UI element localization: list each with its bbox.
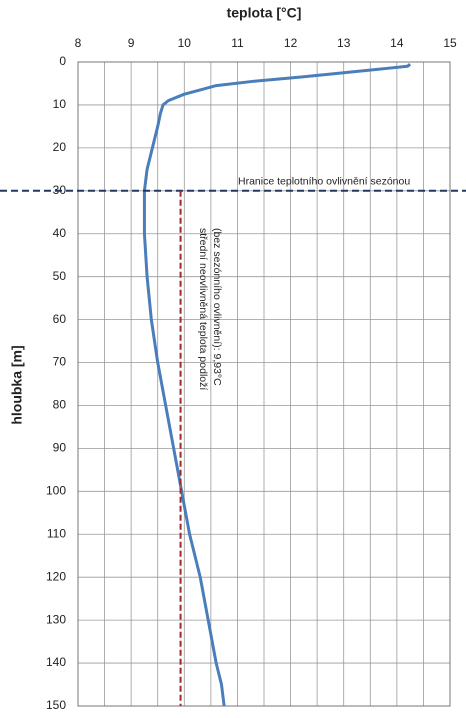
- x-tick-label: 15: [443, 36, 457, 50]
- y-tick-label: 140: [46, 655, 66, 669]
- plot-frame: [77, 61, 451, 707]
- x-tick-label: 12: [284, 36, 298, 50]
- y-tick-label: 80: [53, 398, 67, 412]
- x-tick-label: 13: [337, 36, 351, 50]
- x-tick-label: 9: [128, 36, 135, 50]
- x-tick-label: 11: [231, 36, 244, 50]
- y-tick-label: 110: [47, 526, 66, 540]
- y-tick-label: 40: [53, 226, 67, 240]
- y-axis-title: hloubka [m]: [9, 345, 25, 424]
- y-tick-label: 50: [53, 269, 67, 283]
- y-tick-label: 70: [53, 355, 67, 369]
- y-tick-label: 90: [53, 441, 67, 455]
- data-line: [142, 62, 412, 707]
- y-tick-label: 100: [46, 484, 66, 498]
- x-tick-label: 8: [75, 36, 82, 50]
- reference-label: (bez sezónního ovlivnění): 9,93°C: [211, 228, 223, 386]
- reference-label: Hranice teplotního ovlivnění sezónou: [238, 176, 410, 188]
- y-tick-label: 20: [53, 140, 67, 154]
- reference-label: střední neovlivněná teplota podloží: [197, 228, 209, 390]
- y-tick-label: 10: [53, 97, 67, 111]
- y-tick-label: 0: [59, 54, 66, 68]
- y-tick-label: 130: [46, 612, 66, 626]
- y-tick-label: 150: [46, 698, 66, 712]
- y-tick-label: 120: [46, 569, 66, 583]
- y-tick-label: 60: [53, 312, 67, 326]
- x-axis-title: teplota [°C]: [227, 5, 302, 21]
- x-tick-label: 14: [390, 36, 404, 50]
- x-tick-label: 10: [178, 36, 192, 50]
